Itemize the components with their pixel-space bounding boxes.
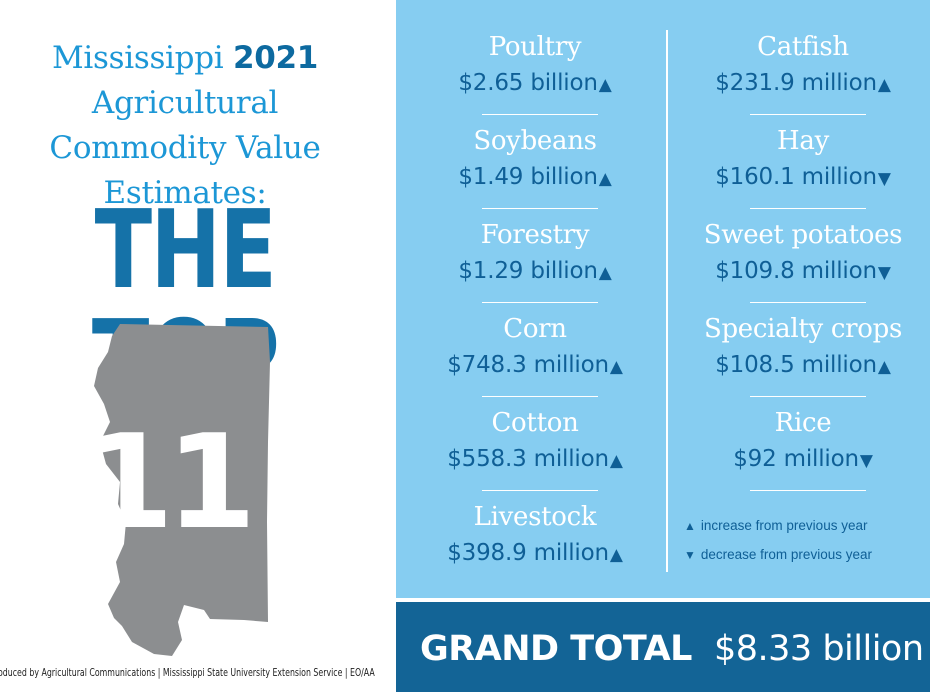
trend-up-icon: ▲ (598, 169, 612, 189)
separator (750, 208, 866, 209)
separator (750, 396, 866, 397)
separator (482, 114, 598, 115)
title-line-2: Agricultural (91, 85, 279, 121)
commodity-name: Corn (503, 314, 567, 344)
grand-total-value: $8.33 billion (714, 629, 924, 669)
trend-down-icon: ▼ (684, 548, 696, 562)
value-text: $1.49 billion (458, 164, 598, 190)
legend-increase-label: increase from previous year (700, 518, 868, 533)
value-text: $231.9 million (715, 70, 877, 96)
commodity-name: Cotton (491, 408, 579, 438)
title-line-3: Commodity Value (49, 130, 321, 166)
commodity-name: Rice (774, 408, 832, 438)
grand-total-section: GRAND TOTAL $8.33 billion (396, 598, 930, 696)
value-text: $92 million (733, 446, 859, 472)
page-title: Mississippi 2021 Agricultural Commodity … (0, 36, 370, 216)
commodity-name: Hay (777, 126, 829, 156)
commodity-name: Catfish (757, 32, 849, 62)
commodity-name: Forestry (480, 220, 590, 250)
commodity-item: Forestry $1.29 billion▲ (400, 218, 670, 288)
trend-up-icon: ▲ (609, 357, 623, 377)
commodity-name: Specialty crops (703, 314, 903, 344)
legend-increase: ▲ increase from previous year (684, 518, 867, 533)
grand-total-bar: GRAND TOTAL $8.33 billion (396, 602, 930, 692)
trend-down-icon: ▼ (877, 169, 891, 189)
left-panel: Mississippi 2021 Agricultural Commodity … (0, 0, 396, 696)
commodity-value: $1.29 billion▲ (400, 256, 670, 288)
separator (482, 302, 598, 303)
title-state: Mississippi (51, 40, 233, 76)
commodity-item: Hay $160.1 million▼ (668, 124, 930, 194)
separator (482, 396, 598, 397)
title-line-1: Mississippi 2021 (0, 36, 370, 81)
trend-up-icon: ▲ (598, 75, 612, 95)
commodity-item: Livestock $398.9 million▲ (400, 500, 670, 570)
mississippi-map-icon: 11 (92, 324, 270, 656)
separator (750, 114, 866, 115)
trend-up-icon: ▲ (877, 75, 891, 95)
separator (750, 302, 866, 303)
commodity-name: Livestock (473, 502, 597, 532)
commodity-value: $558.3 million▲ (400, 444, 670, 476)
column-divider (666, 30, 668, 572)
title-year: 2021 (232, 40, 319, 76)
commodity-value: $92 million▼ (668, 444, 930, 476)
value-text: $108.5 million (715, 352, 877, 378)
value-text: $1.29 billion (458, 258, 598, 284)
commodity-name: Soybeans (473, 126, 597, 156)
value-text: $558.3 million (447, 446, 609, 472)
commodity-item: Sweet potatoes $109.8 million▼ (668, 218, 930, 288)
commodity-value: $2.65 billion▲ (400, 68, 670, 100)
value-text: $2.65 billion (458, 70, 598, 96)
grand-total-label: GRAND TOTAL (420, 629, 692, 669)
commodity-value: $108.5 million▲ (668, 350, 930, 382)
commodity-item: Corn $748.3 million▲ (400, 312, 670, 382)
commodity-item: Specialty crops $108.5 million▲ (668, 312, 930, 382)
legend-decrease-label: decrease from previous year (700, 547, 872, 562)
title-line-4: Estimates: (103, 175, 267, 211)
commodity-item: Poultry $2.65 billion▲ (400, 30, 670, 100)
commodity-panel: Poultry $2.65 billion▲ Soybeans $1.49 bi… (396, 0, 930, 598)
value-text: $160.1 million (715, 164, 877, 190)
commodity-name: Sweet potatoes (703, 220, 903, 250)
trend-up-icon: ▲ (609, 451, 623, 471)
commodity-value: $398.9 million▲ (400, 538, 670, 570)
trend-up-icon: ▲ (609, 545, 623, 565)
commodity-value: $231.9 million▲ (668, 68, 930, 100)
trend-down-icon: ▼ (859, 451, 873, 471)
commodity-item: Soybeans $1.49 billion▲ (400, 124, 670, 194)
legend-decrease: ▼ decrease from previous year (684, 547, 872, 562)
separator (750, 490, 866, 491)
credits-footer: oduced by Agricultural Communications | … (0, 667, 375, 679)
commodity-value: $109.8 million▼ (668, 256, 930, 288)
separator (482, 490, 598, 491)
value-text: $109.8 million (715, 258, 877, 284)
trend-down-icon: ▼ (877, 263, 891, 283)
trend-up-icon: ▲ (684, 519, 696, 533)
commodity-item: Cotton $558.3 million▲ (400, 406, 670, 476)
commodity-value: $160.1 million▼ (668, 162, 930, 194)
commodity-item: Catfish $231.9 million▲ (668, 30, 930, 100)
value-text: $748.3 million (447, 352, 609, 378)
map-number: 11 (92, 406, 248, 558)
trend-up-icon: ▲ (877, 357, 891, 377)
commodity-name: Poultry (488, 32, 582, 62)
separator (482, 208, 598, 209)
value-text: $398.9 million (447, 540, 609, 566)
commodity-value: $748.3 million▲ (400, 350, 670, 382)
commodity-value: $1.49 billion▲ (400, 162, 670, 194)
trend-up-icon: ▲ (598, 263, 612, 283)
commodity-item: Rice $92 million▼ (668, 406, 930, 476)
